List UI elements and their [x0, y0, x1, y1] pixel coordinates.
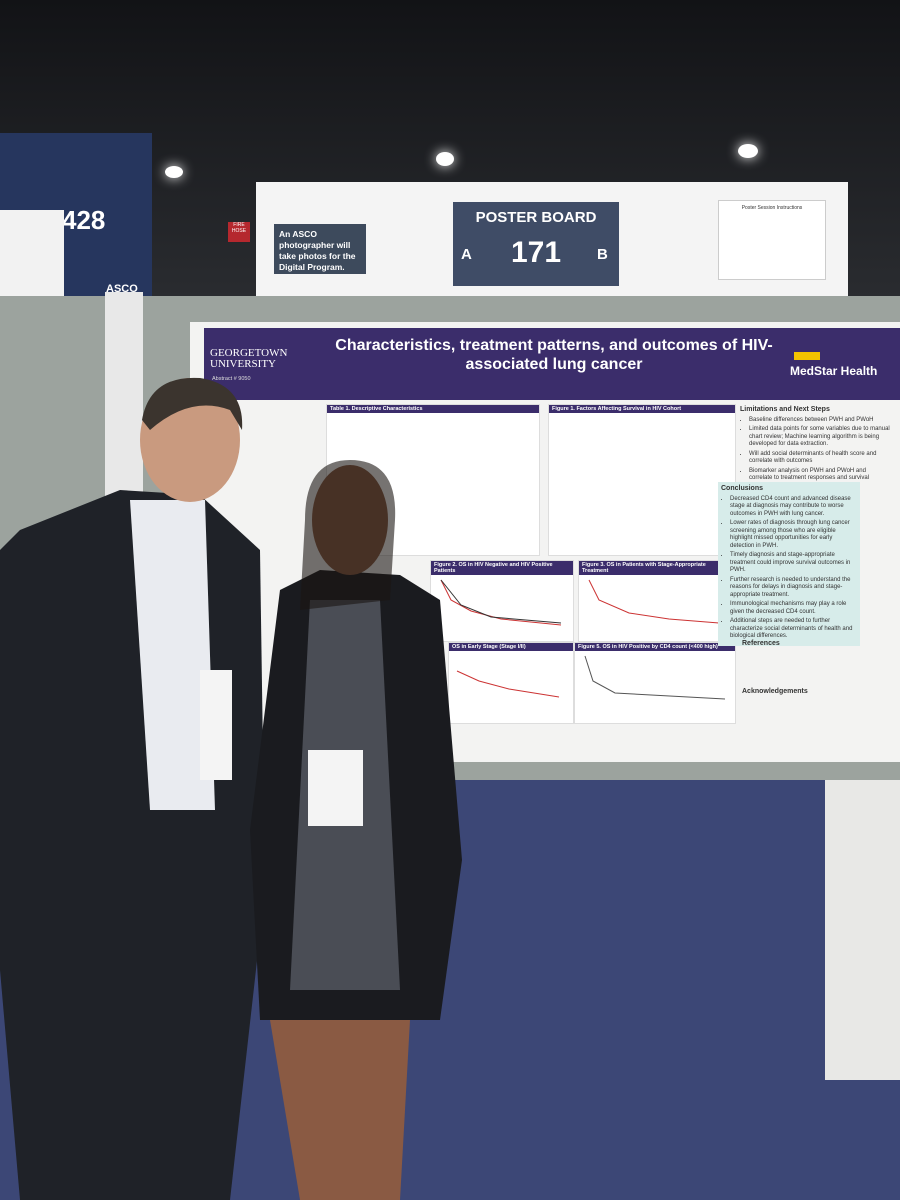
figure-title: Figure 1. Factors Affecting Survival in …: [549, 405, 735, 413]
poster-header: GEORGETOWN UNIVERSITY Abstract # 9050 Ch…: [204, 328, 900, 400]
list-item: Immunological mechanisms may play a role…: [730, 601, 857, 616]
conclusions: Conclusions Decreased CD4 count and adva…: [718, 482, 860, 646]
light: [165, 166, 183, 178]
section-heading: References: [742, 640, 780, 647]
figure-panel: Figure 1. Factors Affecting Survival in …: [548, 404, 736, 556]
table-title: Table 1. Descriptive Characteristics: [327, 405, 539, 413]
curve: [588, 579, 720, 624]
figure-title: Figure 2. OS in HIV Negative and HIV Pos…: [431, 561, 573, 575]
institution: GEORGETOWN UNIVERSITY: [210, 347, 288, 370]
poster: GEORGETOWN UNIVERSITY Abstract # 9050 Ch…: [190, 322, 900, 762]
woman-legs: [270, 1020, 410, 1200]
woman-hair: [300, 460, 396, 610]
abstract-number: Abstract # 9050: [212, 376, 251, 382]
side-a: A: [461, 246, 472, 263]
man-shirt: [130, 500, 215, 810]
side-b: B: [597, 246, 608, 263]
list-item: Decreased CD4 count and advanced disease…: [730, 496, 857, 519]
left-instructions: [0, 210, 64, 300]
section-heading: Acknowledgements: [742, 688, 808, 695]
list-item: Lower rates of diagnosis through lung ca…: [730, 520, 857, 550]
figure-panel: Figure 2. OS in HIV Negative and HIV Pos…: [430, 560, 574, 642]
list-item: Biomarker analysis on PWH and PWoH and c…: [749, 468, 890, 483]
list-item: Will add social determinants of health s…: [749, 451, 890, 466]
board-number: 171: [510, 236, 562, 269]
board-number: 428: [62, 205, 106, 235]
figure-panel: Figure 3. OS in Patients with Stage-Appr…: [578, 560, 736, 642]
figure-title: Figure 3. OS in Patients with Stage-Appr…: [579, 561, 735, 575]
badge: [200, 670, 232, 780]
curve: [456, 670, 560, 698]
list-item: Further research is needed to understand…: [730, 577, 857, 600]
photographer-note: An ASCO photographer will take photos fo…: [274, 224, 366, 274]
figure-title: OS in Early Stage (Stage I/II): [449, 643, 573, 651]
km-curve: [456, 670, 560, 698]
side-panel: [825, 780, 900, 1080]
curve: [584, 655, 726, 700]
list-item: Timely diagnosis and stage-appropriate t…: [730, 552, 857, 575]
man-suit: [0, 490, 265, 1200]
list-item: Baseline differences between PWH and PWo…: [749, 417, 890, 425]
poster-board-sign: POSTER BOARD A 171 B: [453, 202, 619, 286]
partner: MedStar Health: [790, 364, 878, 378]
curve: [440, 579, 562, 624]
instructions-sheet: Poster Session Instructions: [718, 200, 826, 280]
instructions-title: Poster Session Instructions: [741, 205, 803, 211]
curve: [440, 579, 562, 626]
km-curve: [584, 655, 726, 700]
logo-mark: [794, 352, 820, 360]
poster-title: Characteristics, treatment patterns, and…: [335, 337, 773, 374]
badge: [308, 750, 363, 826]
conclusions-list: Decreased CD4 count and advanced disease…: [721, 496, 857, 641]
figure-title: Figure 5. OS in HIV Positive by CD4 coun…: [575, 643, 735, 651]
fire-hose-sign: FIRE HOSE: [228, 222, 250, 242]
man-hair: [142, 377, 243, 430]
header-board: An ASCO photographer will take photos fo…: [256, 182, 848, 296]
section-heading: Conclusions: [721, 485, 764, 492]
light: [436, 152, 454, 166]
limitations-list: Baseline differences between PWH and PWo…: [740, 417, 890, 483]
figure-panel: Figure 5. OS in HIV Positive by CD4 coun…: [574, 642, 736, 724]
poster-board-label: POSTER BOARD: [475, 209, 597, 226]
figure-panel: OS in Early Stage (Stage I/II): [448, 642, 574, 724]
list-item: Limited data points for some variables d…: [749, 426, 890, 449]
list-item: Additional steps are needed to further c…: [730, 618, 857, 641]
people: [0, 377, 462, 1200]
section-heading: Limitations and Next Steps: [740, 406, 830, 413]
km-curve: [440, 579, 562, 626]
light: [738, 144, 758, 158]
km-curve: [588, 579, 720, 624]
limitations: Limitations and Next Steps Baseline diff…: [740, 406, 890, 485]
